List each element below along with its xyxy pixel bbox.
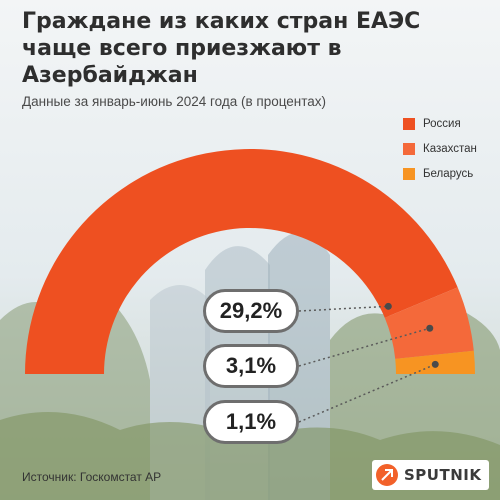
legend-label-belarus: Беларусь	[423, 168, 474, 180]
leader-dot-russia	[384, 302, 392, 310]
leader-line-belarus	[298, 363, 436, 423]
data-label-russia: 29,2%	[203, 289, 299, 333]
leader-dot-kazakhstan	[426, 324, 434, 332]
legend-swatch-russia	[403, 118, 415, 130]
leader-dot-belarus	[431, 360, 439, 368]
legend-item-belarus: Беларусь	[403, 165, 477, 183]
slice-kazakhstan	[384, 287, 474, 359]
legend-label-russia: Россия	[423, 118, 461, 130]
leader-line-russia	[298, 305, 389, 312]
legend-swatch-belarus	[403, 168, 415, 180]
legend-label-kazakhstan: Казахстан	[423, 143, 477, 155]
legend: Россия Казахстан Беларусь	[403, 115, 477, 190]
data-label-belarus: 1,1%	[203, 400, 299, 444]
sputnik-logo: SPUTNIK	[372, 460, 490, 490]
legend-item-kazakhstan: Казахстан	[403, 140, 477, 158]
sputnik-logo-icon	[376, 464, 398, 486]
legend-swatch-kazakhstan	[403, 143, 415, 155]
source-note: Источник: Госкомстат АР	[22, 470, 162, 484]
data-label-kazakhstan: 3,1%	[203, 344, 299, 388]
legend-item-russia: Россия	[403, 115, 477, 133]
slice-russia	[25, 148, 458, 374]
chart-title: Граждане из каких стран ЕАЭС чаще всего …	[22, 9, 421, 88]
chart-subtitle: Данные за январь-июнь 2024 года (в проце…	[22, 94, 327, 109]
sputnik-logo-text: SPUTNIK	[404, 466, 482, 484]
